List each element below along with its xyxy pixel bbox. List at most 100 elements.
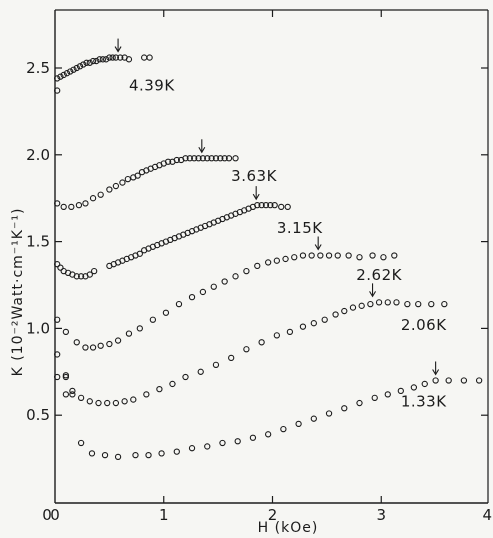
data-point — [217, 155, 224, 162]
data-point — [63, 70, 71, 77]
data-point — [80, 61, 87, 68]
data-point — [299, 252, 307, 259]
axis-ticks — [55, 10, 488, 503]
curve-label-1.33K: 1.33K — [401, 393, 447, 411]
data-point — [73, 339, 80, 346]
data-point — [195, 155, 202, 162]
data-point — [89, 57, 97, 65]
data-point — [69, 391, 76, 398]
data-point — [119, 179, 126, 186]
data-point — [299, 323, 307, 330]
data-point — [112, 399, 120, 407]
data-points — [54, 54, 483, 461]
data-point — [332, 311, 339, 318]
curve-labels: 4.39K 3.63K 3.15K 2.62K 2.06K 1.33K — [129, 77, 447, 411]
data-point — [77, 439, 85, 447]
tick-labels: 0 1 2 3 4 0.5 1.0 1.5 2.0 2.5 0 — [26, 59, 492, 524]
data-point — [134, 172, 141, 179]
data-point — [75, 201, 83, 209]
data-point — [175, 300, 183, 308]
data-point — [104, 399, 111, 407]
data-point — [114, 337, 122, 344]
data-point — [77, 394, 85, 401]
data-point — [219, 439, 226, 447]
data-point — [258, 201, 265, 209]
data-point — [264, 259, 272, 266]
data-point — [106, 340, 113, 348]
data-point — [310, 415, 317, 422]
data-point — [428, 300, 435, 308]
data-point — [271, 201, 278, 209]
data-point — [89, 344, 97, 351]
data-point — [54, 351, 61, 358]
data-point — [232, 273, 239, 280]
data-point — [317, 252, 324, 259]
data-point — [76, 63, 84, 70]
data-point — [101, 451, 109, 459]
data-point — [432, 377, 439, 384]
data-point — [173, 156, 180, 164]
series-3.63K — [54, 155, 239, 211]
data-point — [112, 182, 120, 190]
data-point — [54, 75, 61, 82]
peak-arrow — [432, 361, 440, 376]
data-point — [69, 387, 76, 395]
data-point — [341, 405, 348, 412]
data-point — [391, 252, 398, 259]
data-point — [369, 252, 376, 259]
data-point — [173, 448, 180, 455]
data-point — [62, 391, 70, 398]
data-point — [410, 384, 418, 391]
data-point — [188, 294, 196, 301]
data-point — [162, 309, 170, 316]
peak-arrow — [314, 236, 322, 251]
data-point — [404, 300, 411, 308]
data-point — [145, 451, 152, 459]
series-1.33K — [54, 373, 483, 461]
data-point — [89, 195, 97, 202]
data-point — [273, 332, 280, 339]
data-point — [191, 155, 198, 162]
data-point — [73, 273, 80, 280]
data-point — [102, 56, 110, 63]
x-axis-label: H (kOe) — [258, 520, 319, 536]
data-point — [212, 361, 220, 369]
data-point — [93, 57, 100, 65]
data-point — [106, 186, 113, 193]
data-point — [77, 273, 85, 280]
data-point — [60, 71, 67, 79]
data-point — [421, 380, 428, 388]
data-point — [67, 68, 74, 75]
series-2.06K — [54, 299, 448, 407]
peak-arrows — [114, 38, 440, 376]
data-point — [96, 56, 103, 63]
data-point — [254, 201, 261, 209]
data-point — [114, 453, 122, 461]
peak-arrow — [369, 283, 377, 298]
data-point — [441, 300, 448, 308]
data-point — [91, 267, 98, 275]
data-point — [243, 346, 250, 353]
data-point — [70, 66, 77, 73]
data-point — [375, 299, 383, 306]
y-tick-label: 0.5 — [26, 406, 50, 424]
data-point — [208, 155, 215, 162]
data-point — [97, 191, 104, 198]
data-point — [358, 302, 365, 309]
data-point — [83, 59, 90, 66]
data-point — [445, 377, 452, 384]
data-point — [199, 288, 207, 296]
data-point — [54, 200, 61, 207]
data-point — [349, 304, 357, 311]
data-point — [54, 87, 61, 94]
data-point — [280, 425, 287, 433]
data-point — [57, 264, 64, 271]
data-point — [86, 398, 93, 405]
data-point — [367, 300, 374, 308]
y-tick-label: 2.0 — [26, 146, 50, 164]
data-point — [334, 252, 341, 259]
data-point — [124, 175, 132, 183]
data-point — [228, 354, 235, 362]
data-point — [310, 320, 317, 327]
